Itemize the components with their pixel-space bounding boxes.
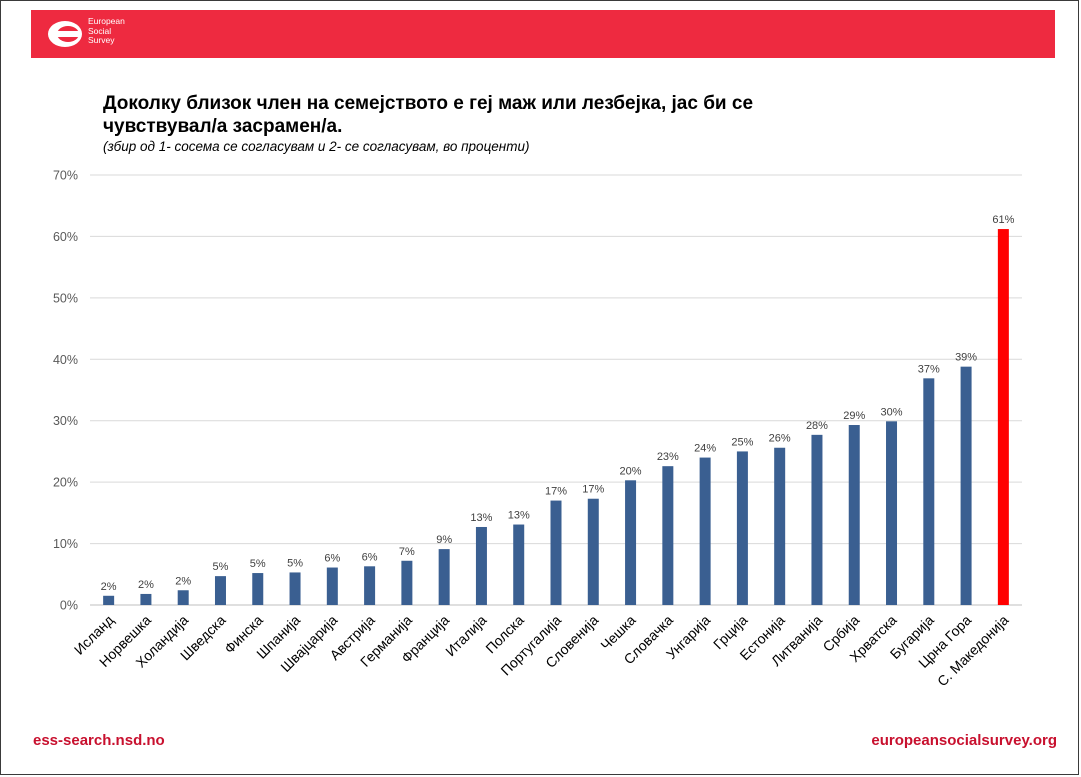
bar: [848, 425, 860, 605]
bar: [103, 595, 115, 605]
y-tick-label: 20%: [53, 476, 78, 490]
chart-subtitle: (збир од 1- сосема се согласувам и 2- се…: [103, 139, 530, 154]
data-label: 2%: [175, 575, 191, 587]
data-label: 29%: [843, 410, 865, 422]
data-label: 30%: [881, 406, 903, 418]
bar: [364, 566, 376, 605]
data-label: 13%: [508, 510, 530, 522]
bar: [923, 378, 935, 605]
bar: [997, 229, 1009, 606]
data-label: 5%: [250, 558, 266, 570]
bar: [289, 572, 301, 605]
bar: [214, 576, 226, 605]
data-label: 5%: [287, 557, 303, 569]
bar: [811, 434, 823, 605]
y-tick-label: 60%: [53, 230, 78, 244]
data-label: 25%: [731, 436, 753, 448]
y-tick-label: 10%: [53, 537, 78, 551]
data-label: 9%: [436, 534, 452, 546]
brand-line: Survey: [88, 35, 115, 45]
data-label: 6%: [362, 551, 378, 563]
footer-website-link[interactable]: europeansocialsurvey.org: [871, 732, 1057, 749]
y-tick-label: 40%: [53, 353, 78, 367]
bar-chart: 0%10%20%30%40%50%60%70%2%Исланд2%Норвешк…: [53, 169, 1022, 689]
header-bar: European Social Survey: [31, 10, 1055, 58]
bar: [326, 567, 338, 605]
bar: [587, 498, 599, 605]
data-label: 26%: [769, 433, 791, 445]
bar: [625, 480, 637, 605]
bar: [960, 366, 972, 605]
bar: [177, 590, 189, 605]
data-label: 24%: [694, 443, 716, 455]
data-label: 2%: [138, 579, 154, 591]
bar: [886, 421, 898, 605]
bar: [550, 500, 562, 605]
y-tick-label: 30%: [53, 414, 78, 428]
data-label: 13%: [470, 512, 492, 524]
brand-line: Social: [88, 25, 112, 36]
brand-line: European: [88, 16, 125, 26]
data-label: 2%: [101, 581, 117, 593]
data-label: 5%: [213, 561, 229, 573]
y-tick-label: 0%: [60, 599, 78, 613]
bar: [252, 573, 264, 605]
y-tick-label: 70%: [53, 169, 78, 183]
bar: [401, 560, 413, 605]
ess-logo-icon: [48, 21, 82, 47]
data-label: 17%: [545, 486, 567, 498]
data-label: 6%: [324, 553, 340, 565]
data-label: 28%: [806, 420, 828, 432]
footer-source-link[interactable]: ess-search.nsd.no: [33, 732, 165, 749]
brand-name: European Social Survey: [88, 16, 125, 46]
bar: [475, 526, 487, 605]
y-tick-label: 50%: [53, 291, 78, 305]
data-label: 20%: [620, 465, 642, 477]
x-tick-label: Италија: [442, 612, 490, 660]
bar: [662, 466, 674, 605]
data-label: 23%: [657, 451, 679, 463]
data-label: 39%: [955, 352, 977, 364]
chart-title: Доколку близок член на семејството е геј…: [103, 93, 754, 137]
data-label: 37%: [918, 363, 940, 375]
bar: [438, 549, 450, 605]
data-label: 7%: [399, 546, 415, 558]
bar: [699, 457, 711, 605]
bar: [774, 447, 786, 605]
data-label: 17%: [582, 484, 604, 496]
bar: [513, 524, 525, 605]
bar: [736, 451, 748, 605]
bar: [140, 593, 152, 605]
data-label: 61%: [992, 214, 1014, 226]
